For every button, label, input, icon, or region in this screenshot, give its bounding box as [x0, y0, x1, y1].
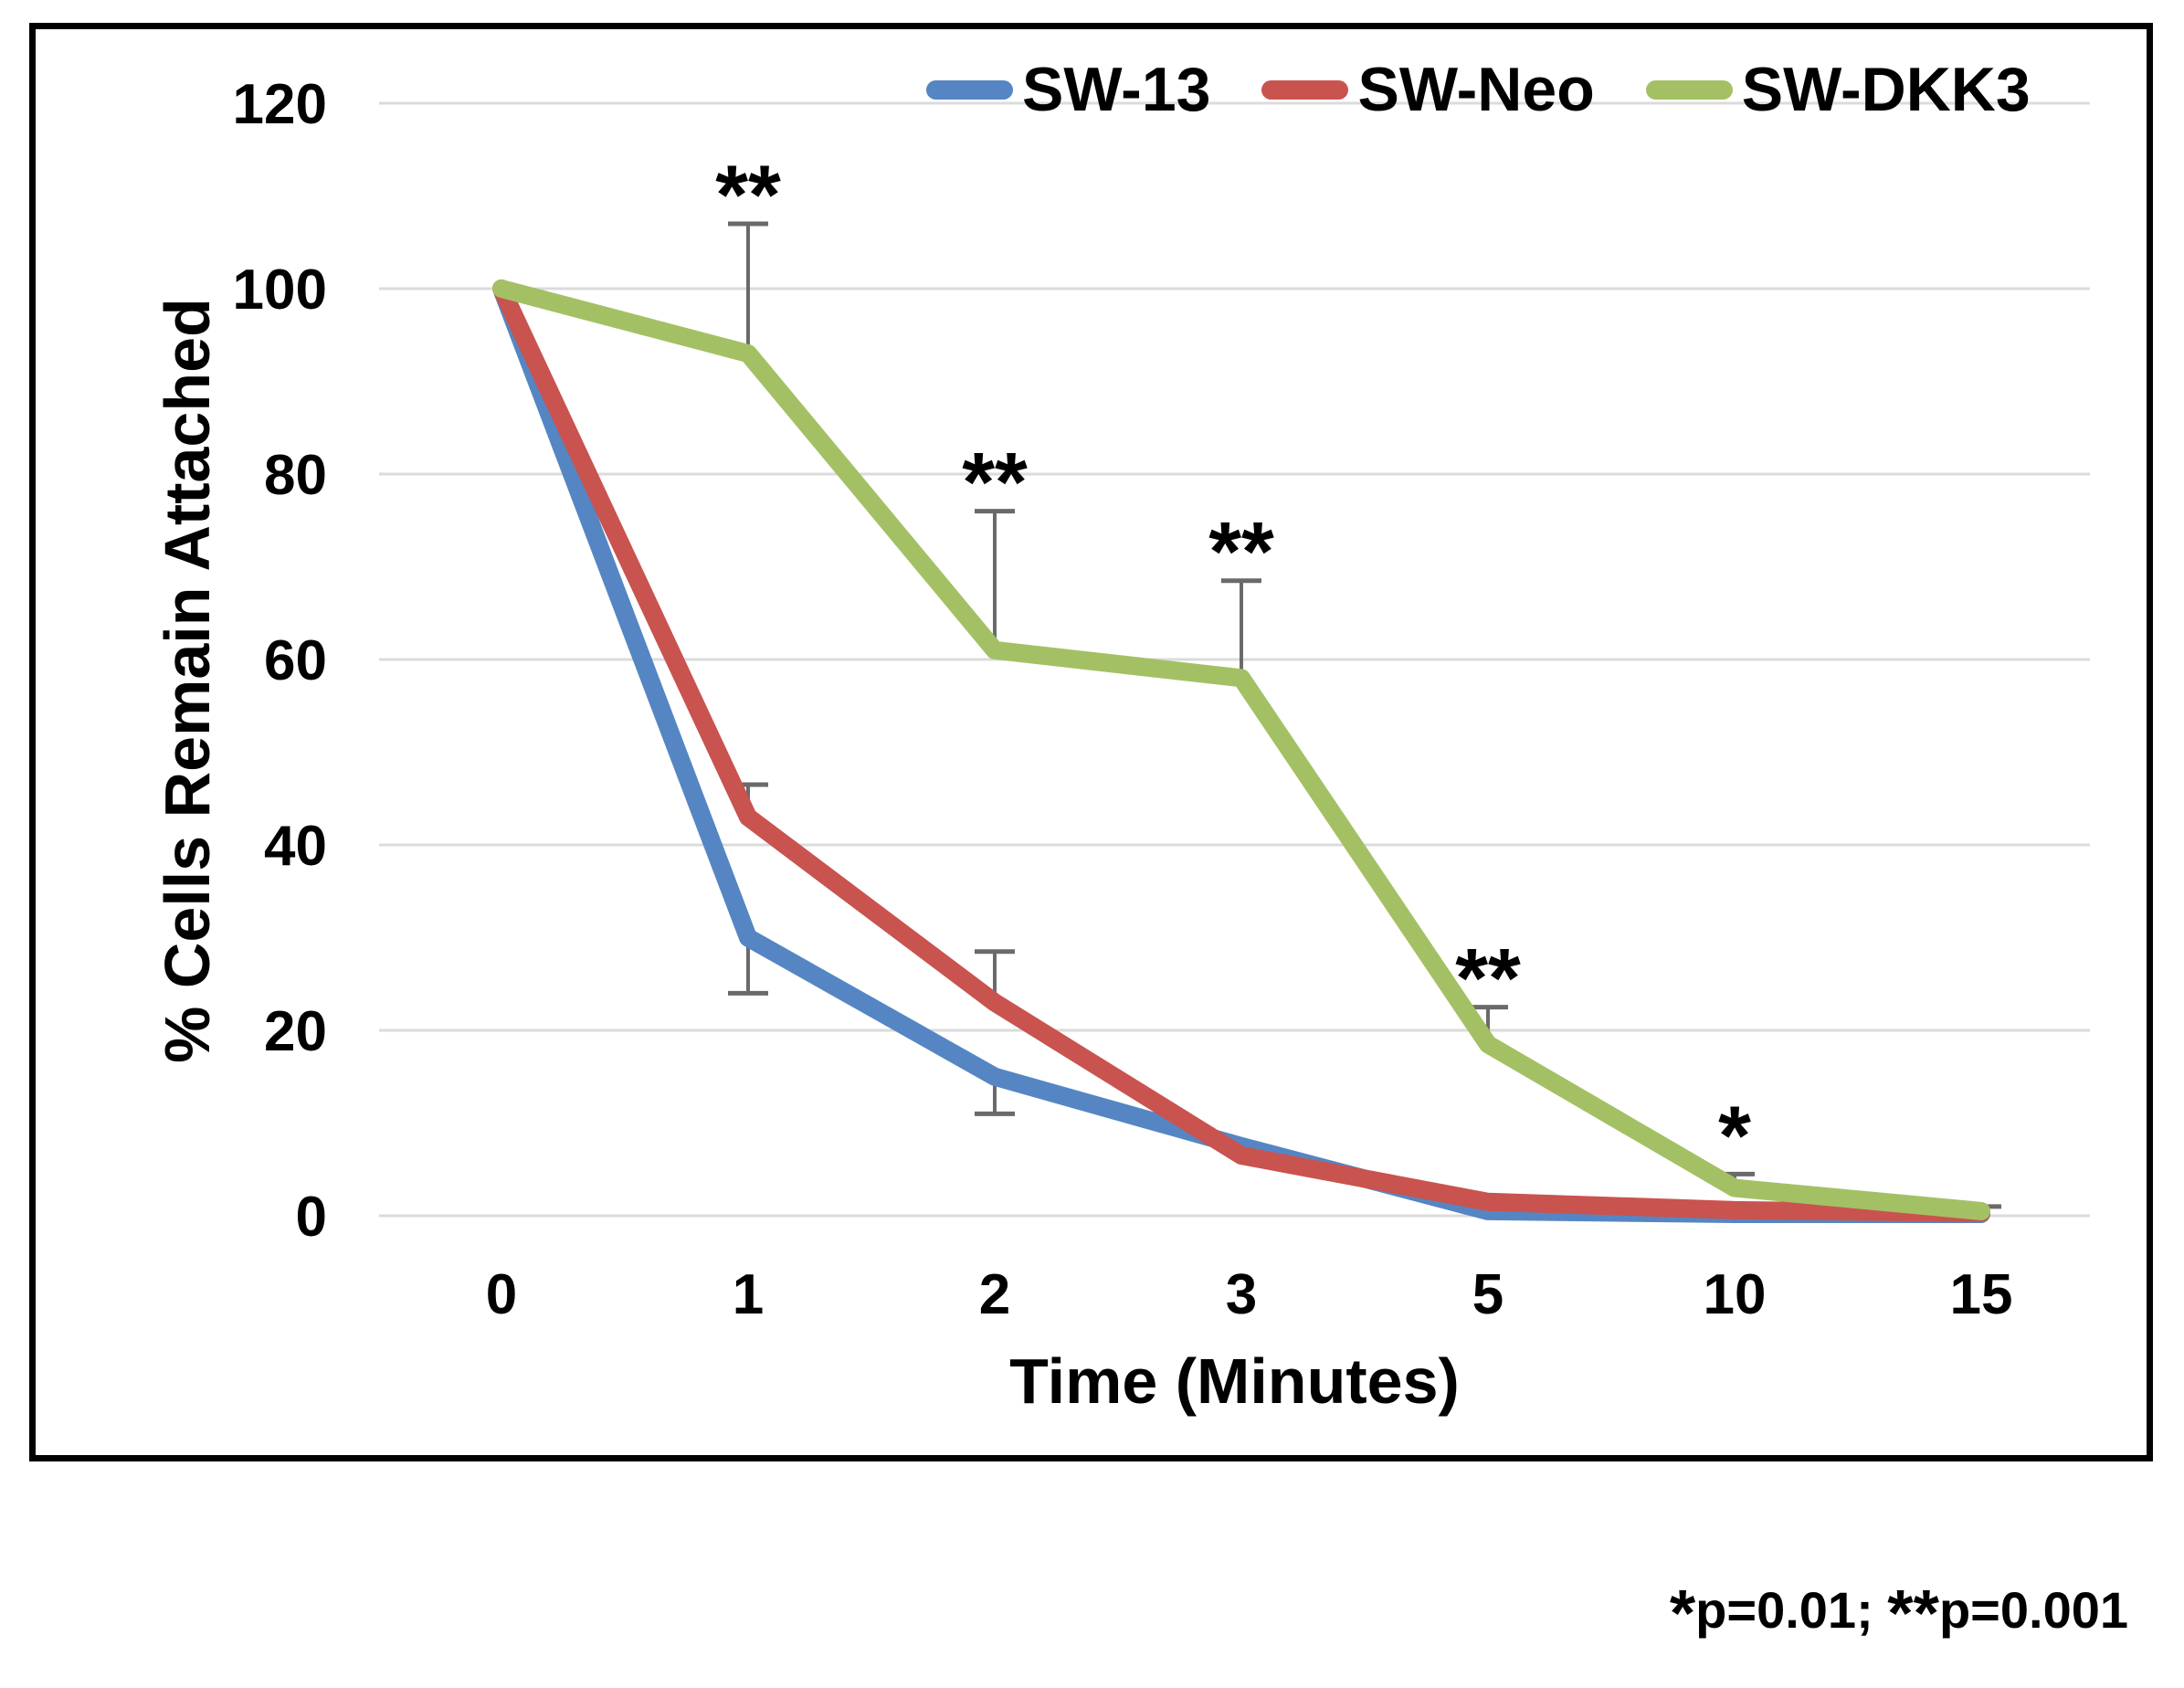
double-asterisk-icon: ** — [1887, 1576, 1939, 1651]
swdkk3-line-swatch-icon — [1645, 79, 1733, 100]
legend-label-sw13: SW-13 — [1022, 55, 1211, 124]
x-tick-label: 3 — [1226, 1263, 1257, 1326]
y-axis-title: % Cells Remain Attached — [152, 298, 223, 1063]
legend-label-swneo: SW-Neo — [1357, 55, 1595, 124]
significance-marker: * — [1718, 1090, 1751, 1183]
significance-marker: ** — [1208, 506, 1274, 599]
y-tick-label: 60 — [264, 629, 327, 692]
footnote-text-1: p=0.01; — [1695, 1581, 1888, 1639]
x-tick-label: 1 — [733, 1263, 764, 1326]
y-tick-label: 120 — [233, 73, 327, 136]
legend-label-swdkk3: SW-DKK3 — [1741, 55, 2031, 124]
footnote-text-2: p=0.001 — [1938, 1581, 2128, 1639]
series-line-sw-neo — [492, 280, 1990, 1222]
sw13-line-swatch-icon — [926, 79, 1013, 100]
swneo-line-swatch-icon — [1261, 79, 1349, 100]
significance-marker: ** — [1455, 933, 1521, 1026]
single-asterisk-icon: * — [1669, 1576, 1696, 1651]
y-tick-label: 20 — [264, 1000, 327, 1063]
x-tick-label: 0 — [486, 1263, 517, 1326]
y-tick-label: 0 — [296, 1186, 327, 1249]
x-tick-label: 5 — [1472, 1263, 1503, 1326]
significance-marker: ** — [962, 437, 1028, 530]
x-axis-title: Time (Minutes) — [1009, 1345, 1460, 1417]
y-tick-label: 40 — [264, 815, 327, 878]
x-tick-label: 2 — [979, 1263, 1010, 1326]
series-line-sw-dkk3 — [492, 280, 1990, 1220]
y-tick-label: 80 — [264, 444, 327, 507]
significance-footnote: *p=0.01; **p=0.001 — [1670, 1580, 2128, 1647]
legend-item-sw13: SW-13 — [926, 58, 1210, 121]
chart-legend: SW-13 SW-Neo SW-DKK3 — [926, 53, 2031, 126]
legend-item-swneo: SW-Neo — [1261, 55, 1595, 124]
x-tick-label: 15 — [1950, 1263, 2013, 1326]
x-tick-label: 10 — [1704, 1263, 1767, 1326]
y-tick-label: 100 — [233, 258, 327, 322]
significance-marker: ** — [715, 149, 781, 242]
legend-item-swdkk3: SW-DKK3 — [1645, 55, 2031, 124]
